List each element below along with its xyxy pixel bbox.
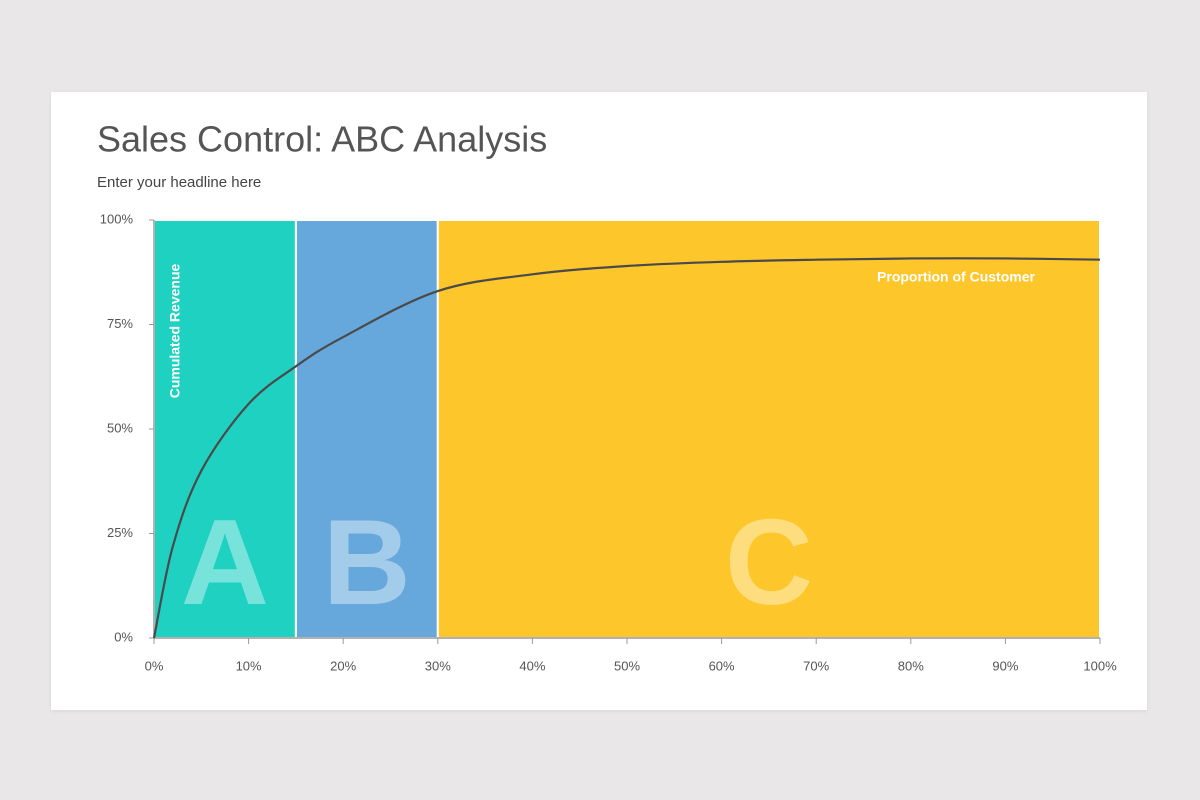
region-letter: C (725, 494, 813, 630)
region-letter: A (181, 494, 269, 630)
y-axis-label: Cumulated Revenue (167, 263, 183, 398)
region (294, 219, 439, 639)
x-axis-label: Proportion of Customer (877, 269, 1035, 285)
y-tick-label: 75% (107, 316, 133, 331)
x-tick-label: 90% (992, 658, 1018, 673)
y-tick-label: 50% (107, 420, 133, 435)
y-tick-label: 100% (100, 211, 134, 226)
x-tick-label: 10% (236, 658, 262, 673)
x-tick-label: 80% (898, 658, 924, 673)
x-tick-label: 60% (709, 658, 735, 673)
x-tick-label: 50% (614, 658, 640, 673)
x-tick-label: 100% (1083, 658, 1117, 673)
chart-subtitle: Enter your headline here (97, 174, 261, 191)
y-tick-label: 25% (107, 525, 133, 540)
region (153, 219, 297, 639)
x-tick-label: 40% (519, 658, 545, 673)
x-tick-label: 0% (145, 658, 164, 673)
line (152, 257, 1101, 639)
region-letter: B (323, 494, 411, 630)
x-tick-label: 30% (425, 658, 451, 673)
x-tick-label: 70% (803, 658, 829, 673)
region (436, 219, 1101, 639)
chart-title: Sales Control: ABC Analysis (97, 119, 547, 160)
y-tick-label: 0% (114, 629, 133, 644)
x-tick-label: 20% (330, 658, 356, 673)
